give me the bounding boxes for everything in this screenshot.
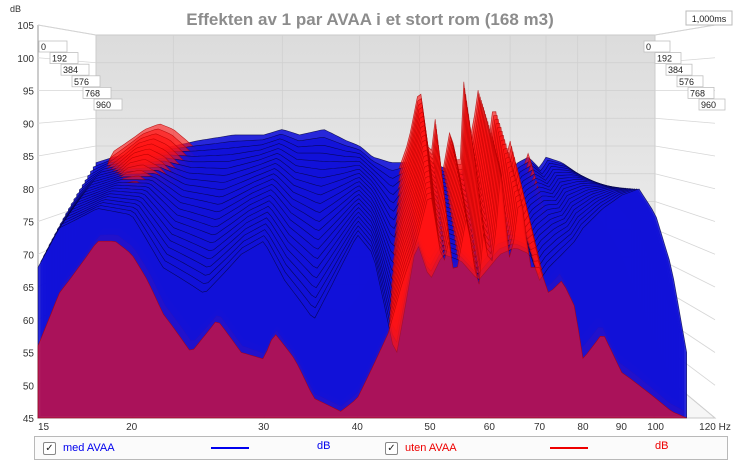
time-max-box: 1,000ms — [685, 10, 733, 26]
legend-label-med-avaa: med AVAA — [63, 442, 115, 454]
x-tick-label: 40 — [352, 422, 364, 433]
y-tick-label: 95 — [23, 87, 35, 98]
time-label-box-right — [654, 52, 682, 64]
y-grid-side — [37, 145, 97, 157]
y-grid-side-right — [654, 201, 716, 222]
y-tick-label: 70 — [23, 250, 35, 261]
x-tick-label: 100 — [647, 422, 664, 433]
time-label-box-left — [38, 40, 68, 53]
y-tick-label: 45 — [23, 414, 35, 425]
x-tick-label: 60 — [484, 422, 496, 433]
x-tick-label: 50 — [424, 422, 436, 433]
checkbox-med-avaa[interactable]: ✓ — [43, 441, 56, 455]
time-label-box-left — [93, 98, 123, 111]
legend-line-uten-avaa — [550, 447, 588, 449]
legend-label-uten-avaa: uten AVAA — [405, 442, 457, 454]
y-grid-side — [37, 173, 97, 190]
time-label-box-right — [665, 63, 693, 76]
y-tick-label: 55 — [23, 349, 35, 360]
time-tick-label-left: 768 — [85, 88, 100, 98]
time-label-box-left — [60, 63, 90, 76]
x-tick-label: 80 — [577, 422, 589, 433]
y-tick-label: 100 — [17, 54, 34, 65]
y-grid-side-right — [654, 228, 716, 255]
legend-item-med-avaa[interactable]: ✓ med AVAA — [43, 440, 115, 456]
y-tick-label: 75 — [23, 218, 35, 229]
y-tick-label: 105 — [17, 21, 34, 32]
time-tick-label-right: 0 — [646, 42, 651, 52]
time-label-box-left — [71, 75, 101, 88]
time-tick-label-left: 960 — [96, 100, 111, 110]
y-tick-label: 90 — [23, 119, 35, 130]
time-label-box-left — [49, 52, 79, 64]
time-label-box-left — [82, 87, 112, 99]
x-tick-label: 90 — [616, 422, 628, 433]
y-grid-side-right — [654, 117, 716, 124]
waterfall-slice-uten-avaa — [37, 169, 687, 419]
time-tick-label-left: 576 — [74, 77, 89, 87]
time-tick-label-right: 960 — [701, 100, 716, 110]
y-grid-side — [37, 24, 97, 36]
time-max-label: 1,000ms — [692, 14, 727, 24]
x-tick-label: 15 — [38, 422, 50, 433]
legend-unit-uten-avaa: dB — [655, 440, 669, 452]
y-grid-side-right — [654, 24, 716, 36]
time-label-box-right — [698, 98, 726, 111]
time-label-box-right — [643, 40, 671, 53]
legend-line-med-avaa — [211, 447, 249, 449]
time-tick-label-left: 192 — [52, 54, 67, 64]
y-tick-label: 60 — [23, 316, 35, 327]
y-grid-side-right — [654, 145, 716, 157]
y-tick-label: 65 — [23, 283, 35, 294]
time-tick-label-right: 192 — [657, 54, 672, 64]
checkbox-uten-avaa[interactable]: ✓ — [385, 441, 398, 455]
time-tick-label-right: 384 — [668, 65, 683, 75]
y-tick-label: 85 — [23, 152, 35, 163]
chart-title: Effekten av 1 par AVAA i et stort rom (1… — [186, 10, 554, 29]
time-label-box-right — [676, 75, 704, 88]
legend-item-uten-avaa[interactable]: ✓ uten AVAA — [385, 440, 457, 456]
time-tick-label-left: 0 — [41, 42, 46, 52]
legend-unit-med-avaa: dB — [317, 440, 331, 452]
time-tick-label-right: 576 — [679, 77, 694, 87]
x-tick-label: 120 Hz — [699, 422, 731, 433]
x-tick-label: 70 — [534, 422, 546, 433]
x-tick-label: 20 — [126, 422, 138, 433]
time-label-box-right — [687, 87, 715, 99]
legend: ✓ med AVAA dB ✓ uten AVAA dB — [34, 436, 728, 460]
time-tick-label-left: 384 — [63, 65, 78, 75]
y-tick-label: 80 — [23, 185, 35, 196]
y-grid-side-right — [654, 173, 716, 190]
time-tick-label-right: 768 — [690, 88, 705, 98]
y-grid-side — [37, 117, 97, 124]
y-axis-label: dB — [10, 4, 21, 14]
y-tick-label: 50 — [23, 381, 35, 392]
x-tick-label: 30 — [258, 422, 270, 433]
